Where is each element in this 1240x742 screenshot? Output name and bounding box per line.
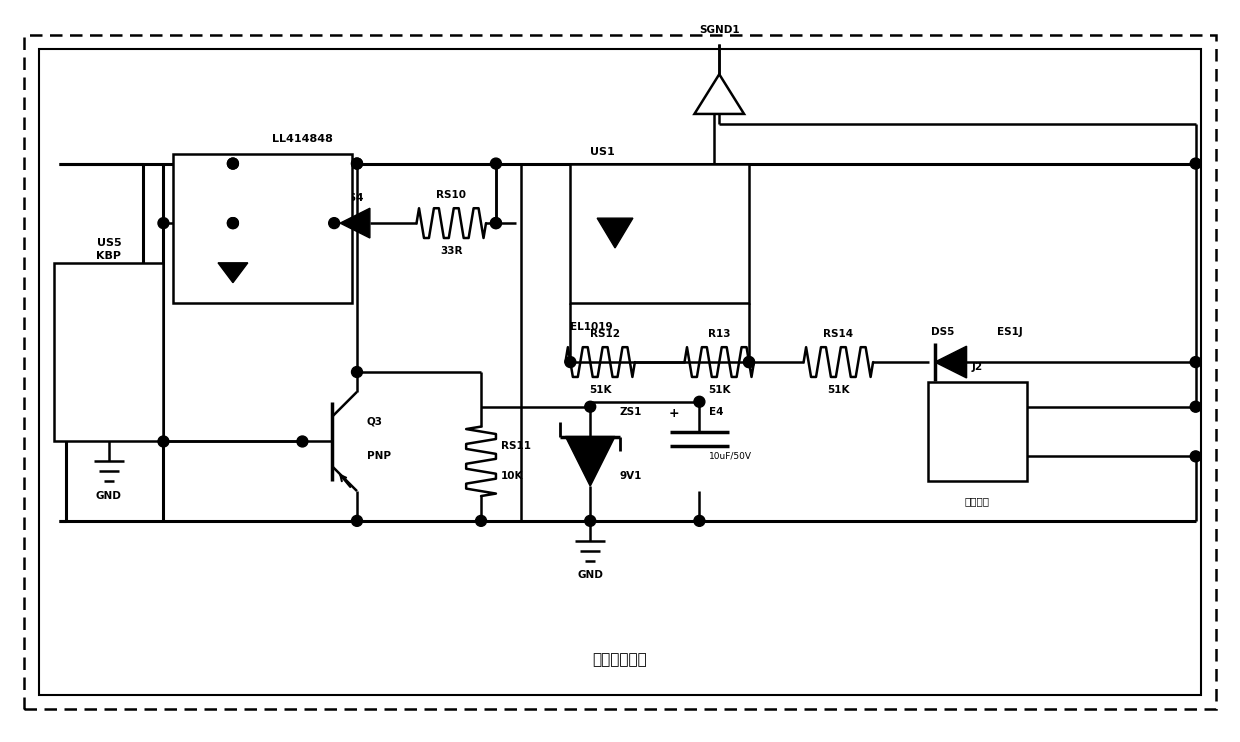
Bar — [570, 163, 749, 303]
Text: 切相控制电路: 切相控制电路 — [593, 652, 647, 667]
Text: 51K: 51K — [589, 385, 611, 395]
Bar — [164, 163, 521, 521]
Polygon shape — [694, 74, 744, 114]
Circle shape — [491, 158, 501, 169]
Circle shape — [351, 158, 362, 169]
Circle shape — [1190, 401, 1202, 413]
Text: ES1J: ES1J — [997, 327, 1023, 338]
Circle shape — [476, 516, 486, 526]
Bar — [55, 263, 164, 441]
Text: 4: 4 — [63, 329, 69, 339]
Text: RS11: RS11 — [501, 441, 531, 451]
Text: 2: 2 — [107, 329, 113, 339]
Text: DS5: DS5 — [931, 327, 955, 338]
Text: ZS1: ZS1 — [620, 407, 642, 417]
Circle shape — [585, 516, 595, 526]
Circle shape — [351, 367, 362, 378]
Polygon shape — [565, 436, 615, 486]
Circle shape — [694, 516, 704, 526]
Circle shape — [744, 357, 754, 367]
Text: 输出端子: 输出端子 — [965, 496, 990, 506]
Text: GND: GND — [95, 491, 122, 501]
Circle shape — [329, 217, 340, 229]
Circle shape — [351, 158, 362, 169]
Text: R13: R13 — [708, 329, 730, 339]
Bar — [928, 382, 1027, 481]
Text: PNP: PNP — [367, 451, 391, 462]
Text: E4: E4 — [709, 407, 724, 417]
Text: 51K: 51K — [827, 385, 849, 395]
Circle shape — [744, 357, 754, 367]
Text: 10K: 10K — [501, 471, 523, 482]
Bar — [40, 50, 1200, 695]
Circle shape — [157, 436, 169, 447]
Bar — [174, 154, 352, 303]
Text: US5: US5 — [97, 238, 122, 248]
Text: 9V1: 9V1 — [620, 471, 642, 482]
Polygon shape — [218, 263, 248, 283]
Text: 33R: 33R — [440, 246, 463, 256]
Polygon shape — [340, 209, 370, 238]
Text: EL1019: EL1019 — [570, 322, 613, 332]
Circle shape — [227, 217, 238, 229]
Circle shape — [1190, 357, 1202, 367]
Text: 51K: 51K — [708, 385, 730, 395]
Circle shape — [585, 401, 595, 413]
Text: 2: 2 — [973, 451, 981, 462]
Text: DS4: DS4 — [340, 194, 363, 203]
Circle shape — [491, 217, 501, 229]
Text: RS14: RS14 — [823, 329, 853, 339]
Text: J2: J2 — [972, 362, 983, 372]
Text: Q2: Q2 — [244, 163, 260, 174]
Circle shape — [227, 158, 238, 169]
Polygon shape — [598, 218, 632, 248]
Text: 10uF/50V: 10uF/50V — [709, 452, 753, 461]
Text: US1: US1 — [590, 147, 615, 157]
Text: SGND1: SGND1 — [699, 24, 739, 35]
Circle shape — [1190, 158, 1202, 169]
Polygon shape — [935, 347, 967, 378]
Text: 10N60: 10N60 — [174, 206, 184, 240]
Circle shape — [1190, 451, 1202, 462]
Circle shape — [491, 217, 501, 229]
Text: 1: 1 — [973, 401, 981, 412]
Text: 3: 3 — [86, 329, 91, 339]
Text: Q3: Q3 — [367, 416, 383, 427]
Text: 1: 1 — [129, 329, 135, 339]
Circle shape — [565, 357, 575, 367]
Circle shape — [296, 436, 308, 447]
Circle shape — [694, 396, 704, 407]
Circle shape — [227, 217, 238, 229]
Text: RS10: RS10 — [436, 191, 466, 200]
Text: GND: GND — [578, 571, 603, 580]
Text: KBP: KBP — [97, 251, 122, 261]
Circle shape — [227, 158, 238, 169]
Text: RS12: RS12 — [590, 329, 620, 339]
Circle shape — [157, 217, 169, 229]
Circle shape — [351, 516, 362, 526]
Text: +: + — [668, 407, 680, 420]
Text: LL414848: LL414848 — [272, 134, 332, 144]
